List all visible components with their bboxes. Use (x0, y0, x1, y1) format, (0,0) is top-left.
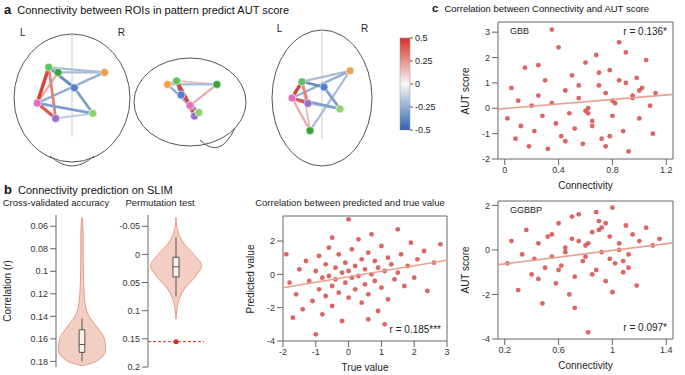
html-text:Cross-validated accuracy: Cross-validated accuracy (2, 197, 110, 208)
html-text:Connectivity prediction on SLI: Connectivity prediction on SLIM (18, 184, 173, 196)
html-text:c: c (432, 2, 439, 14)
svg-text:0.1: 0.1 (127, 306, 140, 316)
svg-text:1: 1 (379, 347, 384, 357)
svg-text:0.14: 0.14 (30, 312, 48, 322)
svg-text:-1: -1 (312, 347, 320, 357)
svg-text:-4: -4 (267, 336, 275, 346)
svg-text:0: 0 (485, 245, 490, 255)
html-text:a Connectivity between ROIs in: a Connectivity between ROIs in pattern p… (4, 2, 290, 17)
svg-text:3: 3 (485, 27, 490, 37)
svg-text:-4: -4 (482, 334, 490, 344)
svg-text:2: 2 (485, 53, 490, 63)
svg-text:-0.05: -0.05 (119, 221, 140, 231)
svg-text:L: L (20, 27, 26, 38)
svg-text:0.25: 0.25 (415, 56, 433, 66)
svg-text:1: 1 (610, 345, 615, 355)
svg-text:-1: -1 (482, 129, 490, 139)
html-text:AUT score: AUT score (459, 246, 471, 294)
svg-text:-0.25: -0.25 (415, 102, 436, 112)
svg-text:0: 0 (135, 250, 140, 260)
html-text:b: b (4, 182, 12, 197)
svg-text:0.08: 0.08 (30, 244, 48, 254)
html-text:Correlation between Connectivi: Correlation between Connectivity and AUT… (444, 3, 650, 14)
svg-text:0: 0 (415, 79, 420, 89)
svg-text:0: 0 (502, 165, 507, 175)
svg-text:True value: True value (342, 362, 389, 373)
svg-text:2: 2 (270, 236, 275, 246)
html-text:Correlation (r): Correlation (r) (1, 260, 13, 322)
svg-text:-2: -2 (267, 303, 275, 313)
svg-text:0.05: 0.05 (122, 278, 140, 288)
svg-text:-0.5: -0.5 (415, 125, 431, 135)
svg-text:0.18: 0.18 (30, 357, 48, 367)
svg-text:Connectivity: Connectivity (558, 180, 612, 191)
svg-text:0.06: 0.06 (30, 221, 48, 231)
html-text:GGBBP: GGBBP (510, 205, 542, 215)
svg-text:0.8: 0.8 (606, 165, 619, 175)
svg-text:0: 0 (485, 103, 490, 113)
svg-text:0: 0 (346, 347, 351, 357)
svg-text:0.6: 0.6 (552, 345, 565, 355)
svg-text:0.2: 0.2 (498, 345, 511, 355)
svg-text:2: 2 (485, 201, 490, 211)
svg-text:-2: -2 (279, 347, 287, 357)
svg-text:0: 0 (270, 270, 275, 280)
svg-text:0.4: 0.4 (552, 165, 565, 175)
html-text:Correlation between predicted: Correlation between predicted and true v… (255, 197, 445, 208)
svg-text:0.2: 0.2 (127, 362, 140, 372)
html-text:AUT score: AUT score (459, 67, 471, 114)
html-text:GBB: GBB (510, 26, 529, 36)
svg-text:-2: -2 (482, 154, 490, 164)
html-text:r = 0.185***: r = 0.185*** (389, 324, 441, 335)
svg-text:L: L (277, 23, 283, 34)
svg-text:0.5: 0.5 (415, 33, 428, 43)
svg-text:-2: -2 (482, 290, 490, 300)
html-text:Predicted value: Predicted value (244, 244, 256, 313)
svg-text:0.16: 0.16 (30, 334, 48, 344)
html-text:Permutation test: Permutation test (125, 197, 195, 208)
html-text:r = 0.097*: r = 0.097* (623, 322, 667, 333)
svg-text:1.4: 1.4 (660, 345, 673, 355)
svg-text:1: 1 (485, 78, 490, 88)
svg-text:2: 2 (412, 347, 417, 357)
svg-text:0.15: 0.15 (122, 334, 140, 344)
svg-text:0.1: 0.1 (35, 266, 48, 276)
svg-text:0.12: 0.12 (30, 289, 48, 299)
html-text:r = 0.136*: r = 0.136* (623, 26, 667, 37)
svg-text:Connectivity: Connectivity (558, 360, 612, 371)
svg-text:R: R (361, 23, 368, 34)
svg-text:R: R (118, 27, 125, 38)
svg-text:1.2: 1.2 (660, 165, 673, 175)
svg-text:3: 3 (444, 347, 449, 357)
